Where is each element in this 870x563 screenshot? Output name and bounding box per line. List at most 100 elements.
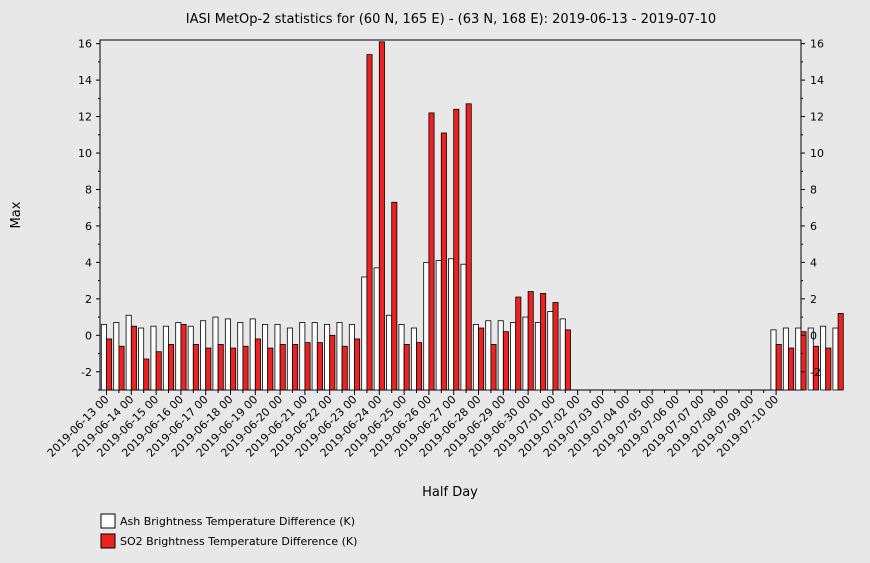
y-tick-label-right: 2: [810, 293, 817, 306]
y-tick-label-right: 8: [810, 183, 817, 196]
so2-bar-36: [552, 302, 559, 391]
legend-swatch-so2: [100, 533, 116, 549]
ash-bar-59: [832, 327, 839, 391]
so2-bar-30: [478, 327, 485, 391]
chart-title: IASI MetOp-2 statistics for (60 N, 165 E…: [186, 12, 716, 27]
so2-bar-32: [502, 331, 509, 391]
ash-bar-3: [138, 327, 145, 391]
so2-bar-24: [403, 344, 410, 391]
so2-bar-13: [267, 347, 274, 391]
ash-bar-25: [410, 327, 417, 391]
so2-bar-9: [217, 344, 224, 391]
so2-bar-34: [527, 291, 534, 391]
so2-bar-1: [118, 345, 125, 391]
so2-bar-27: [440, 132, 447, 391]
so2-bar-26: [428, 112, 435, 391]
ash-bar-0: [100, 323, 107, 391]
ash-bar-9: [212, 316, 219, 391]
legend-swatch-ash: [100, 513, 116, 529]
ash-bar-13: [262, 323, 269, 391]
ash-bar-7: [187, 325, 194, 391]
ash-bar-24: [398, 323, 405, 391]
y-tick-label-right: 0: [810, 329, 817, 342]
y-tick-label-left: -2: [81, 366, 92, 379]
ash-bar-20: [348, 323, 355, 391]
ash-bar-56: [795, 327, 802, 391]
so2-bar-28: [453, 108, 460, 391]
bars-layer: [100, 41, 844, 391]
y-tick-label-left: 16: [78, 38, 92, 51]
so2-bar-10: [230, 347, 237, 391]
so2-bar-54: [775, 344, 782, 391]
so2-bar-33: [515, 296, 522, 391]
y-tick-label-left: 8: [85, 183, 92, 196]
y-tick-label-right: 16: [810, 38, 824, 51]
so2-bar-16: [304, 342, 311, 391]
ash-bar-37: [559, 318, 566, 391]
y-tick-label-right: 12: [810, 111, 824, 124]
ash-bar-28: [448, 258, 455, 391]
so2-bar-11: [242, 345, 249, 391]
y-tick-label-left: 6: [85, 220, 92, 233]
legend-label-so2: SO2 Brightness Temperature Difference (K…: [120, 535, 357, 548]
so2-bar-3: [143, 358, 150, 391]
so2-bar-18: [329, 334, 336, 391]
ash-bar-29: [460, 263, 467, 391]
y-tick-label-left: 12: [78, 111, 92, 124]
so2-bar-59: [837, 313, 844, 391]
so2-bar-35: [540, 292, 547, 391]
ash-bar-19: [336, 322, 343, 391]
ash-bar-35: [534, 322, 541, 391]
so2-bar-15: [292, 344, 299, 391]
ash-bar-6: [175, 322, 182, 391]
so2-bar-31: [490, 344, 497, 391]
so2-bar-56: [800, 331, 807, 391]
ash-bar-22: [373, 267, 380, 391]
y-tick-label-left: 0: [85, 329, 92, 342]
ash-bar-5: [162, 325, 169, 391]
so2-bar-57: [812, 345, 819, 391]
y-axis-label: Max: [9, 201, 24, 228]
so2-bar-55: [788, 347, 795, 391]
so2-bar-2: [130, 325, 137, 391]
ash-bar-8: [200, 320, 207, 391]
so2-bar-8: [205, 347, 212, 391]
ash-bar-55: [782, 327, 789, 391]
ash-bar-2: [125, 314, 132, 391]
y-tick-label-right: 4: [810, 256, 817, 269]
so2-bar-0: [106, 338, 113, 391]
so2-bar-25: [416, 342, 423, 391]
y-tick-label-right: 14: [810, 74, 824, 87]
ash-bar-12: [249, 318, 256, 391]
ash-bar-18: [324, 323, 331, 391]
ash-bar-11: [237, 322, 244, 391]
y-tick-label-right: 6: [810, 220, 817, 233]
so2-bar-20: [354, 338, 361, 391]
ash-bar-36: [547, 311, 554, 391]
so2-bar-4: [155, 351, 162, 391]
ash-bar-33: [510, 322, 517, 391]
ash-bar-17: [311, 322, 318, 391]
ash-bar-4: [150, 325, 157, 391]
so2-bar-12: [254, 338, 261, 391]
so2-bar-17: [316, 342, 323, 391]
y-tick-label-right: 10: [810, 147, 824, 160]
so2-bar-23: [391, 201, 398, 391]
so2-bar-22: [378, 41, 385, 391]
ash-bar-21: [361, 276, 368, 391]
legend: Ash Brightness Temperature Difference (K…: [100, 513, 357, 549]
ash-bar-32: [497, 320, 504, 391]
y-tick-label-left: 14: [78, 74, 92, 87]
so2-bar-14: [279, 344, 286, 391]
so2-bar-29: [465, 103, 472, 391]
ash-bar-30: [472, 323, 479, 391]
so2-bar-19: [341, 345, 348, 391]
ash-bar-27: [435, 260, 442, 391]
ash-bar-1: [113, 322, 120, 391]
so2-bar-21: [366, 54, 373, 391]
so2-bar-6: [180, 323, 187, 391]
ash-bar-26: [423, 261, 430, 391]
y-tick-label-right: -2: [810, 366, 821, 379]
ash-bar-15: [286, 327, 293, 391]
